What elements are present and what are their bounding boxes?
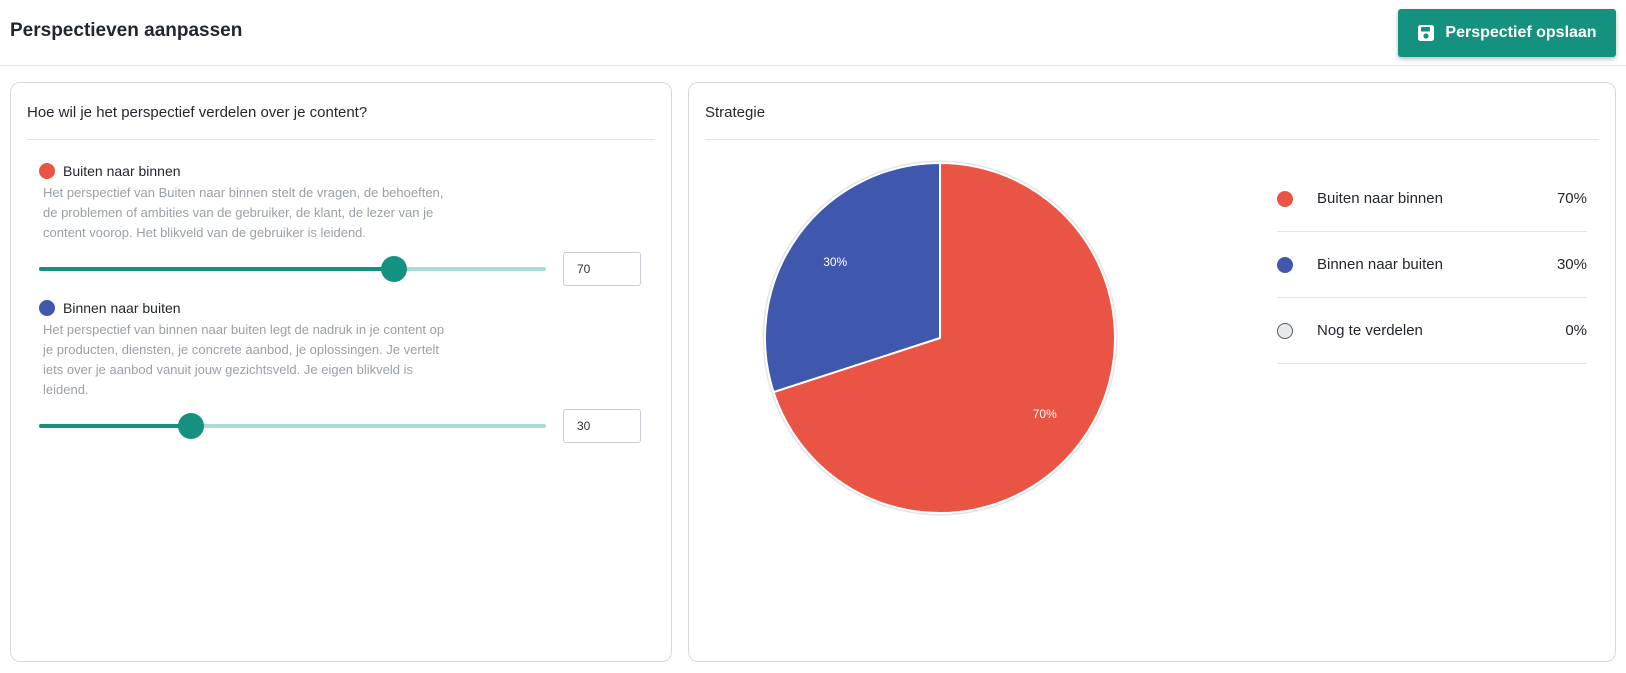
legend-item-unassigned: Nog te verdelen 0%	[1277, 298, 1587, 364]
save-perspective-button[interactable]: Perspectief opslaan	[1398, 9, 1616, 57]
legend-value: 30%	[1556, 256, 1587, 273]
page-title: Perspectieven aanpassen	[10, 20, 243, 41]
slider-fill	[39, 424, 192, 428]
perspective-outside-in: Buiten naar binnen Het perspectief van B…	[39, 161, 659, 286]
panel-title: Hoe wil je het perspectief verdelen over…	[27, 104, 368, 121]
outside-in-description: Het perspectief van Buiten naar binnen s…	[43, 185, 444, 240]
legend-item-inside-out: Binnen naar buiten 30%	[1277, 232, 1587, 298]
legend-dot	[1277, 256, 1293, 273]
save-perspective-label: Perspectief opslaan	[1445, 24, 1597, 41]
inside-out-value-input[interactable]	[563, 409, 641, 443]
outside-in-slider[interactable]	[39, 256, 546, 282]
inside-out-slider[interactable]	[39, 413, 546, 439]
legend-label: Binnen naar buiten	[1317, 256, 1443, 273]
pie-data-label: 70%	[1033, 407, 1057, 421]
page-header: Perspectieven aanpassen Perspectief opsl…	[0, 0, 1626, 66]
pie-slice-inside-out[interactable]	[764, 161, 941, 394]
legend-value: 0%	[1565, 322, 1587, 339]
outside-in-value-input[interactable]	[563, 252, 641, 286]
outside-in-color-dot	[39, 163, 55, 179]
strategy-legend: Buiten naar binnen 70% Binnen naar buite…	[1277, 166, 1587, 364]
legend-value: 70%	[1556, 190, 1587, 207]
perspective-distribution-panel: Hoe wil je het perspectief verdelen over…	[10, 82, 672, 662]
divider	[705, 139, 1599, 140]
legend-item-outside-in: Buiten naar binnen 70%	[1277, 166, 1587, 232]
legend-dot	[1277, 190, 1293, 207]
slider-thumb[interactable]	[380, 256, 407, 282]
legend-label: Nog te verdelen	[1317, 322, 1423, 339]
inside-out-label: Binnen naar buiten	[63, 300, 181, 316]
strategy-pie-chart: 70% 30%	[755, 153, 1125, 523]
save-icon	[1417, 24, 1435, 42]
inside-out-description: Het perspectief van binnen naar buiten l…	[43, 322, 445, 397]
slider-thumb[interactable]	[178, 413, 205, 439]
legend-dot	[1277, 322, 1293, 339]
slider-fill	[39, 267, 394, 271]
inside-out-color-dot	[39, 300, 55, 316]
strategy-panel: Strategie 70% 30% Buiten naar binnen 70% …	[688, 82, 1616, 662]
pie-data-label: 30%	[823, 255, 847, 269]
panel-title: Strategie	[705, 104, 766, 121]
pie-slice-outside-in[interactable]	[772, 161, 1116, 514]
divider	[27, 139, 655, 140]
legend-label: Buiten naar binnen	[1317, 190, 1443, 207]
perspective-inside-out: Binnen naar buiten Het perspectief van b…	[39, 298, 659, 443]
outside-in-label: Buiten naar binnen	[63, 163, 181, 179]
